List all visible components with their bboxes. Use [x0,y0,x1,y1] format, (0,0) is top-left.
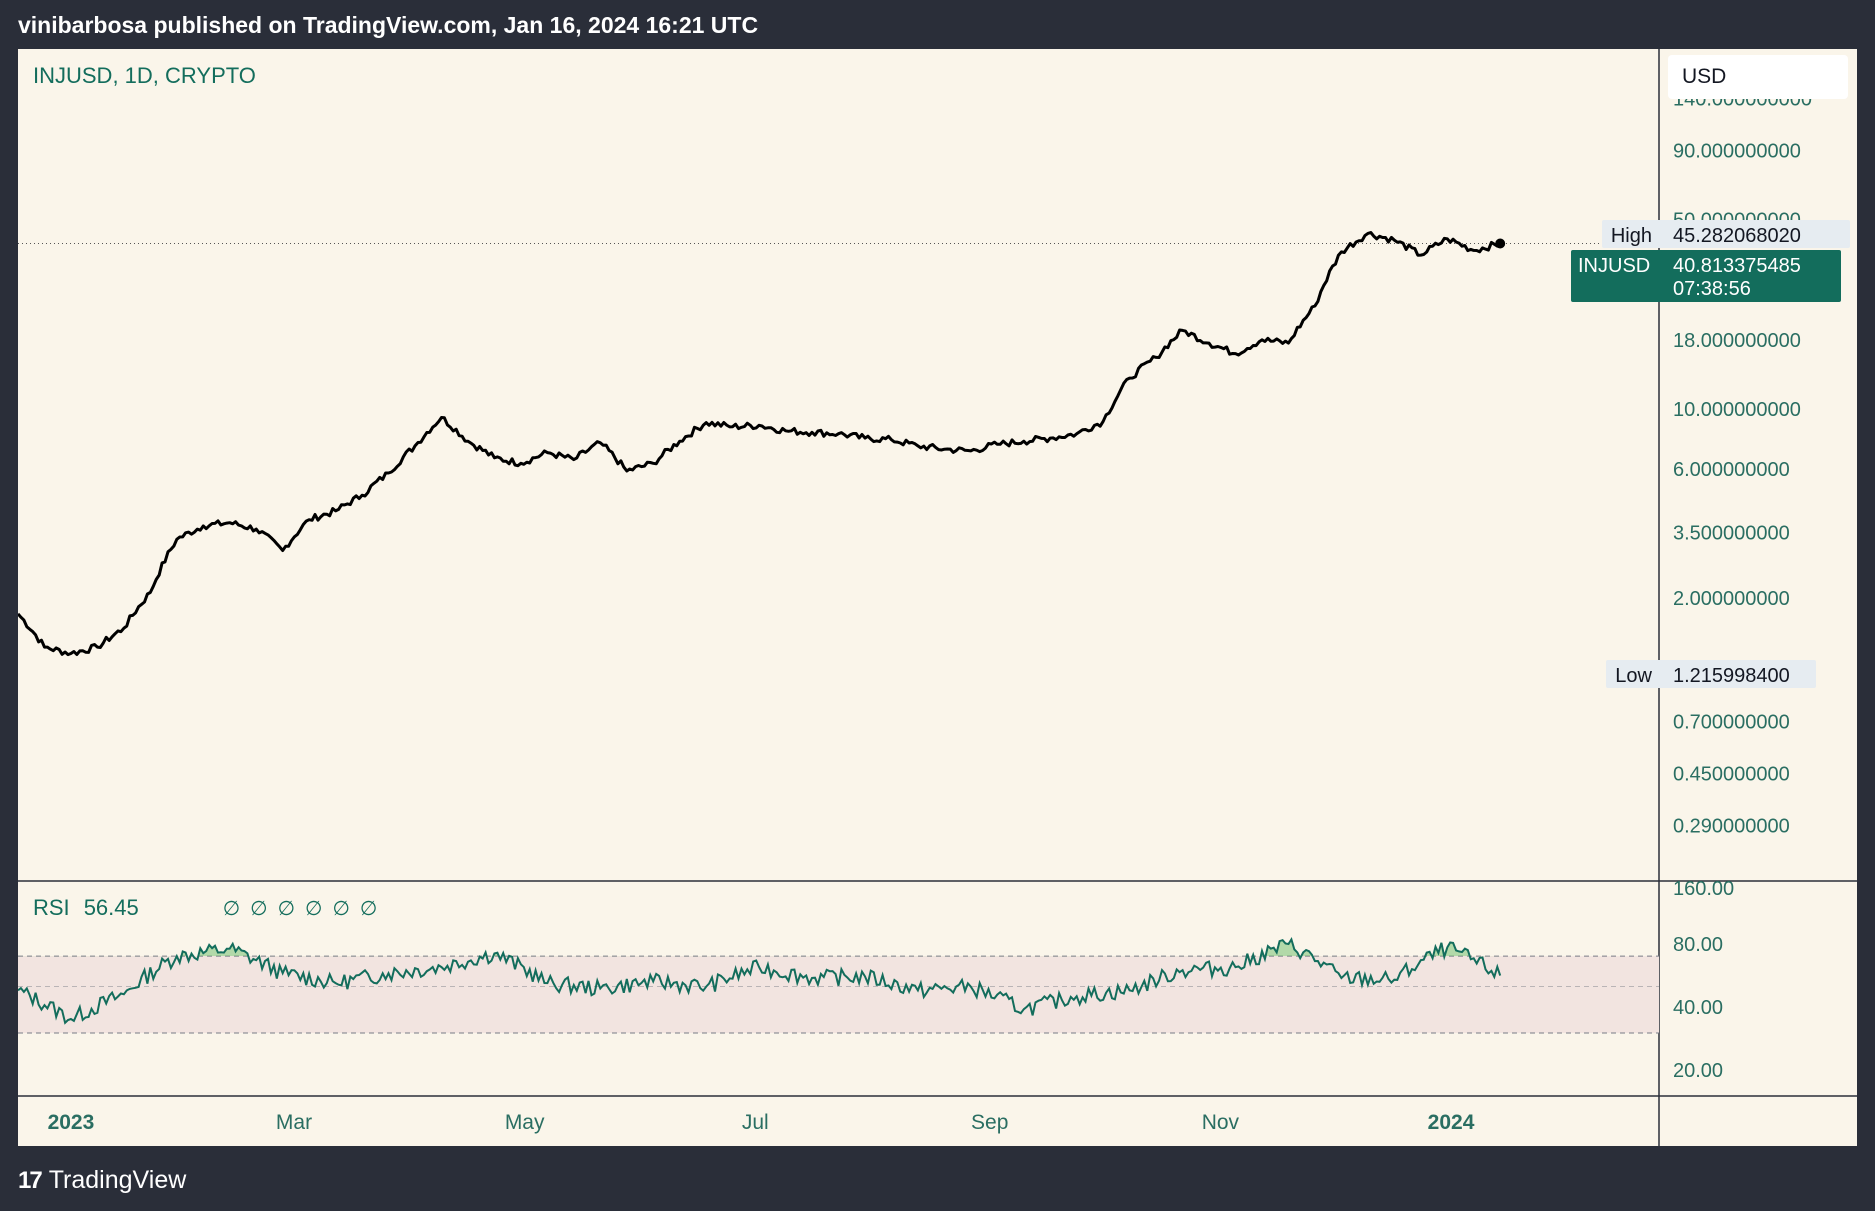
price-tick-label[interactable]: 6.000000000 [1673,459,1790,481]
brand-name: TradingView [48,1166,187,1194]
publish-header: vinibarbosa published on TradingView.com… [18,12,759,38]
last-price-label: INJUSD 40.813375485 07:38:56 [1571,250,1841,302]
rsi-tick-label[interactable]: 160.00 [1673,878,1734,900]
price-tick-label[interactable]: 90.000000000 [1673,141,1801,163]
rsi-legend[interactable]: RSI 56.45 ∅ ∅ ∅ ∅ ∅ ∅ [33,895,377,921]
last-symbol: INJUSD [1578,255,1650,277]
symbol-legend[interactable]: INJUSD, 1D, CRYPTO [33,63,256,88]
rsi-tick-label[interactable]: 20.00 [1673,1060,1723,1082]
low-label: Low 1.215998400 [1606,660,1816,688]
time-axis-ticks[interactable]: 2023 Mar May Jul Sep Nov 2024 [48,1111,1475,1134]
bar-countdown: 07:38:56 [1673,278,1751,300]
null-value-icon: ∅ [305,897,323,920]
rsi-tick-label[interactable]: 80.00 [1673,934,1723,956]
rsi-scale-ticks[interactable]: 160.00 80.00 40.00 20.00 [1673,878,1734,1082]
last-value: 40.813375485 [1673,255,1801,277]
price-series[interactable] [18,231,1506,657]
rsi-band [18,956,1659,1034]
rsi-series[interactable] [18,936,1502,1025]
rsi-legend-icons: ∅ ∅ ∅ ∅ ∅ ∅ [223,896,378,921]
rsi-line[interactable] [18,936,1502,1025]
time-tick-label[interactable]: May [505,1111,545,1134]
high-label-text: High [1611,225,1652,247]
tradingview-logo[interactable]: 17 TradingView [18,1166,186,1195]
time-tick-label[interactable]: Nov [1202,1111,1240,1134]
time-tick-label[interactable]: Sep [971,1111,1008,1134]
time-tick-label[interactable]: 2023 [48,1111,95,1134]
rsi-tick-label[interactable]: 40.00 [1673,997,1723,1019]
null-value-icon: ∅ [222,897,241,920]
time-tick-label[interactable]: 2024 [1428,1111,1475,1134]
price-tick-label[interactable]: 18.000000000 [1673,330,1801,352]
chart-frame[interactable]: 140.00000000090.00000000050.00000000018.… [18,49,1857,1146]
high-label: High 45.282068020 [1602,220,1850,248]
price-tick-label[interactable]: 0.450000000 [1673,764,1790,786]
low-label-text: Low [1615,665,1652,687]
time-tick-label[interactable]: Mar [276,1111,312,1134]
null-value-icon: ∅ [250,897,268,920]
price-tick-label[interactable]: 0.700000000 [1673,712,1790,734]
price-scale-ticks[interactable]: 140.00000000090.00000000050.00000000018.… [1673,89,1812,838]
price-tick-label[interactable]: 0.290000000 [1673,815,1790,837]
price-line[interactable] [18,231,1502,657]
null-value-icon: ∅ [359,897,378,920]
null-value-icon: ∅ [332,897,350,920]
tradingview-logo-icon: 17 [18,1166,43,1194]
low-value: 1.215998400 [1673,665,1790,687]
rsi-label: RSI [33,895,70,920]
price-tick-label[interactable]: 10.000000000 [1673,399,1801,421]
chart-svg[interactable]: 140.00000000090.00000000050.00000000018.… [18,49,1857,1146]
last-price-dot [1495,238,1506,249]
currency-button[interactable]: USD [1668,55,1848,99]
price-tick-label[interactable]: 3.500000000 [1673,522,1790,544]
high-value: 45.282068020 [1673,225,1801,247]
null-value-icon: ∅ [277,897,296,920]
rsi-value: 56.45 [83,895,139,920]
time-tick-label[interactable]: Jul [742,1111,769,1134]
price-tick-label[interactable]: 2.000000000 [1673,588,1790,610]
